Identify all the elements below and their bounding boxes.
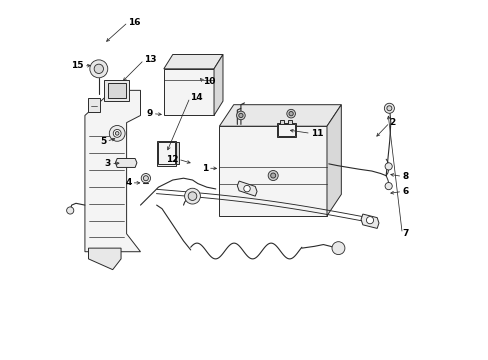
Bar <box>87 98 100 112</box>
Text: 6: 6 <box>402 187 407 196</box>
Text: 12: 12 <box>165 155 178 164</box>
Circle shape <box>244 185 250 192</box>
Text: 16: 16 <box>128 18 140 27</box>
Circle shape <box>113 130 121 137</box>
Circle shape <box>384 103 394 113</box>
Circle shape <box>331 242 344 255</box>
Bar <box>277 125 295 136</box>
Polygon shape <box>163 54 223 69</box>
Circle shape <box>141 174 150 183</box>
Circle shape <box>109 126 125 141</box>
Circle shape <box>94 64 103 73</box>
Circle shape <box>270 173 275 178</box>
Text: 3: 3 <box>104 159 111 168</box>
Text: 2: 2 <box>389 118 395 127</box>
Bar <box>279 120 284 124</box>
Text: 14: 14 <box>190 93 202 102</box>
Polygon shape <box>219 126 326 216</box>
Polygon shape <box>219 105 341 126</box>
Text: 7: 7 <box>402 229 408 238</box>
Circle shape <box>66 207 74 214</box>
Text: 11: 11 <box>310 129 323 138</box>
Polygon shape <box>360 214 378 228</box>
Text: 8: 8 <box>402 172 407 181</box>
Text: 15: 15 <box>71 62 83 71</box>
Polygon shape <box>88 248 121 270</box>
Polygon shape <box>214 54 223 116</box>
Circle shape <box>184 188 200 204</box>
Circle shape <box>286 109 295 118</box>
Bar <box>175 142 178 164</box>
Circle shape <box>288 112 293 116</box>
Circle shape <box>384 183 391 190</box>
Circle shape <box>386 106 391 111</box>
Circle shape <box>366 217 373 224</box>
Polygon shape <box>237 181 257 196</box>
Text: 13: 13 <box>144 55 156 64</box>
Circle shape <box>238 113 243 118</box>
Circle shape <box>115 132 119 135</box>
Text: 10: 10 <box>203 77 215 86</box>
Circle shape <box>384 163 391 170</box>
Polygon shape <box>85 90 140 252</box>
Text: 4: 4 <box>125 178 131 187</box>
Polygon shape <box>326 105 341 216</box>
Bar <box>108 83 125 98</box>
Circle shape <box>90 60 107 78</box>
Circle shape <box>267 171 278 180</box>
Text: 1: 1 <box>201 164 207 173</box>
Text: 9: 9 <box>146 109 152 118</box>
Text: 5: 5 <box>100 137 106 146</box>
Bar <box>156 140 176 166</box>
Polygon shape <box>115 158 137 167</box>
Circle shape <box>236 111 244 120</box>
Bar <box>287 120 291 124</box>
Bar <box>276 123 296 137</box>
Polygon shape <box>163 69 214 116</box>
Bar <box>158 142 175 164</box>
Circle shape <box>188 192 196 201</box>
Bar <box>104 80 129 101</box>
Circle shape <box>143 176 148 181</box>
